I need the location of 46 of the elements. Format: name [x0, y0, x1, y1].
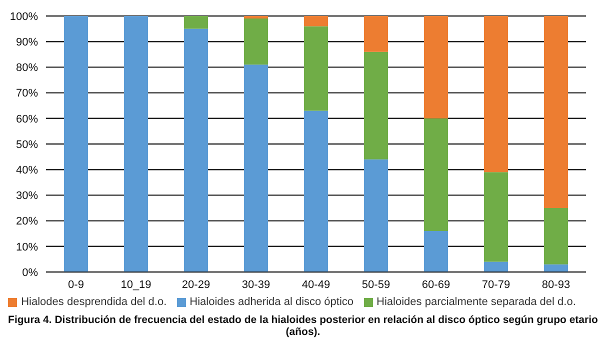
bar: [484, 172, 508, 262]
x-tick-label: 30-39: [242, 278, 270, 291]
legend-label: Hialoides parcialmente separada del d.o.: [376, 296, 576, 308]
x-tick-label: 60-69: [422, 278, 450, 291]
y-tick-label: 0%: [22, 266, 38, 279]
x-tick-label: 40-49: [302, 278, 330, 291]
bar: [244, 64, 268, 272]
bar: [304, 26, 328, 111]
bar: [364, 52, 388, 160]
y-tick-label: 60%: [16, 113, 38, 126]
bar: [544, 16, 568, 208]
x-tick-label: 0-9: [68, 278, 84, 291]
x-tick-label: 50-59: [362, 278, 390, 291]
bar: [424, 231, 448, 272]
legend-label: Hialodes desprendida del d.o.: [21, 296, 167, 308]
bar: [184, 28, 208, 272]
y-tick-label: 10%: [16, 241, 38, 254]
y-tick-label: 70%: [16, 88, 38, 100]
x-tick-label: 80-93: [542, 278, 570, 291]
y-tick-label: 40%: [16, 164, 38, 177]
x-tick-label: 20-29: [182, 278, 210, 291]
bar: [304, 16, 328, 26]
text: Figura 4. Distribución de frecuencia del estado de la hialoides posterior en relación al disco óptico según grupo etario (años).: [8, 314, 598, 338]
bar: [124, 16, 148, 272]
bar: [424, 16, 448, 118]
x-tick-label: 10_19: [120, 278, 152, 291]
y-tick-label: 20%: [16, 216, 38, 228]
bar: [484, 16, 508, 172]
y-tick-label: 100%: [10, 10, 38, 23]
y-tick-label: 50%: [16, 138, 38, 151]
bar: [484, 262, 508, 272]
bar: [544, 208, 568, 264]
bar: [424, 118, 448, 232]
legend-label: Hialoides adherida al disco óptico: [190, 296, 354, 308]
bar: [364, 159, 388, 272]
bar: [184, 16, 208, 29]
bar: [304, 110, 328, 272]
y-tick-label: 90%: [16, 36, 38, 49]
bar: [544, 264, 568, 272]
bar: [64, 16, 88, 272]
bar: [244, 18, 268, 65]
bar: [364, 16, 388, 52]
x-tick-label: 70-79: [482, 278, 510, 291]
bar: [244, 16, 268, 19]
y-tick-label: 30%: [16, 190, 38, 202]
y-tick-label: 80%: [16, 62, 38, 74]
